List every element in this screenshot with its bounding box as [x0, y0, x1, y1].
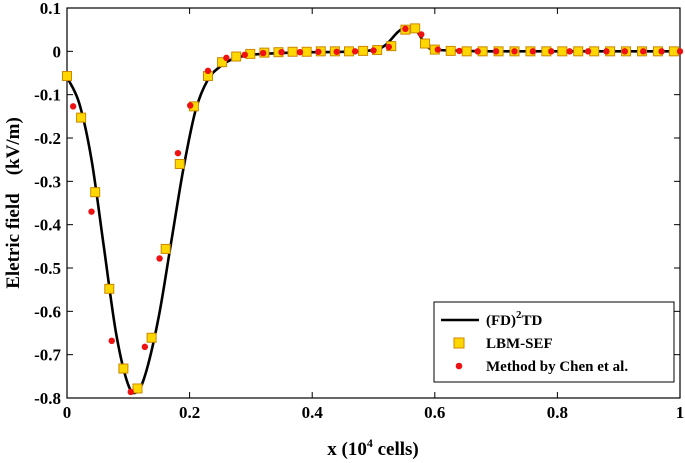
legend: (FD)2TD LBM-SEF Method by Chen et al.	[433, 301, 675, 383]
legend-dot-swatch	[455, 362, 463, 370]
lbm-sef-point	[160, 243, 171, 254]
chen-point	[108, 337, 115, 344]
chen-point	[511, 48, 518, 55]
series-layer	[62, 23, 684, 396]
chen-point	[418, 31, 425, 38]
chen-point	[640, 48, 647, 55]
chen-point	[315, 48, 322, 55]
chen-point	[658, 48, 665, 55]
y-tick-label: -0.3	[34, 172, 61, 191]
chen-point	[402, 25, 409, 32]
chen-point	[333, 48, 340, 55]
y-tick-label: -0.2	[34, 129, 61, 148]
y-tick-label: -0.5	[34, 259, 61, 278]
lbm-sef-point	[90, 187, 101, 198]
y-tick-label: -0.4	[34, 216, 61, 235]
chen-point	[351, 48, 359, 55]
chen-point	[88, 208, 95, 215]
y-tick-label: 0.1	[40, 0, 61, 18]
y-tick-label: 0	[53, 42, 62, 61]
chen-point	[584, 48, 592, 55]
chen-point	[69, 103, 77, 110]
chen-point	[127, 388, 134, 396]
lbm-sef-point	[62, 71, 72, 82]
chen-point	[204, 67, 212, 75]
lbm-sef-point	[287, 46, 298, 57]
y-tick-label: -0.7	[34, 346, 61, 365]
lbm-sef-point	[118, 363, 129, 374]
y-axis-label: Eletric field(kV/m)	[3, 117, 24, 289]
legend-box	[433, 301, 675, 383]
chen-point	[278, 49, 285, 56]
chen-point	[603, 48, 610, 55]
lbm-sef-point	[557, 46, 568, 57]
lbm-sef-point	[104, 283, 115, 294]
x-tick-label: 0.8	[547, 403, 568, 422]
lbm-sef-point	[445, 45, 456, 56]
lbm-sef-point	[174, 159, 185, 169]
lbm-sef-point	[573, 46, 584, 57]
chen-point	[187, 102, 194, 109]
chen-point	[141, 343, 149, 351]
x-axis: 0 0.2 0.4 0.6 0.8 1	[63, 8, 685, 422]
y-tick-label: -0.8	[34, 389, 61, 408]
chen-point	[621, 48, 629, 55]
x-tick-label: 1	[676, 403, 685, 422]
x-tick-label: 0	[63, 403, 72, 422]
y-tick-label: -0.6	[34, 302, 61, 321]
lbm-sef-point	[301, 46, 312, 57]
lbm-sef-point	[217, 57, 228, 68]
legend-label-fd2td: (FD)2TD	[486, 309, 543, 329]
chen-point	[296, 49, 304, 56]
legend-label-chen: Method by Chen et al.	[486, 359, 628, 375]
chen-point	[385, 43, 393, 51]
lbm-sef-point	[231, 51, 242, 62]
lbm-sef-point	[419, 38, 430, 49]
chen-point	[434, 46, 442, 53]
chen-point	[241, 51, 248, 58]
legend-label-lbm-sef: LBM-SEF	[486, 336, 553, 352]
lbm-sef-point	[461, 46, 472, 57]
lbm-sef-point	[146, 332, 157, 343]
chen-point	[456, 47, 463, 55]
chen-point	[474, 48, 481, 55]
chen-point	[259, 49, 267, 57]
y-tick-label: -0.1	[34, 86, 61, 105]
chen-point	[529, 48, 537, 55]
lbm-sef-point	[76, 112, 87, 123]
lbm-sef-point	[132, 383, 143, 394]
chen-point	[174, 149, 182, 157]
chen-point	[676, 48, 684, 55]
chen-point	[370, 47, 377, 54]
chen-point	[156, 255, 163, 262]
chen-point	[548, 48, 555, 55]
y-axis: 0.1 0 -0.1 -0.2 -0.3 -0.4 -0.5 -0.6 -0.7 -0.8	[34, 0, 680, 408]
lbm-sef-point	[358, 45, 369, 56]
chen-point	[566, 48, 573, 55]
x-tick-label: 0.2	[179, 403, 200, 422]
x-tick-label: 0.6	[424, 403, 445, 422]
lbm-sef-point	[410, 23, 421, 34]
x-axis-label: x (104 cells)	[327, 436, 418, 460]
legend-square-swatch	[453, 337, 465, 349]
x-tick-label: 0.4	[302, 403, 324, 422]
chen-point	[223, 54, 230, 62]
chen-point	[492, 48, 500, 55]
